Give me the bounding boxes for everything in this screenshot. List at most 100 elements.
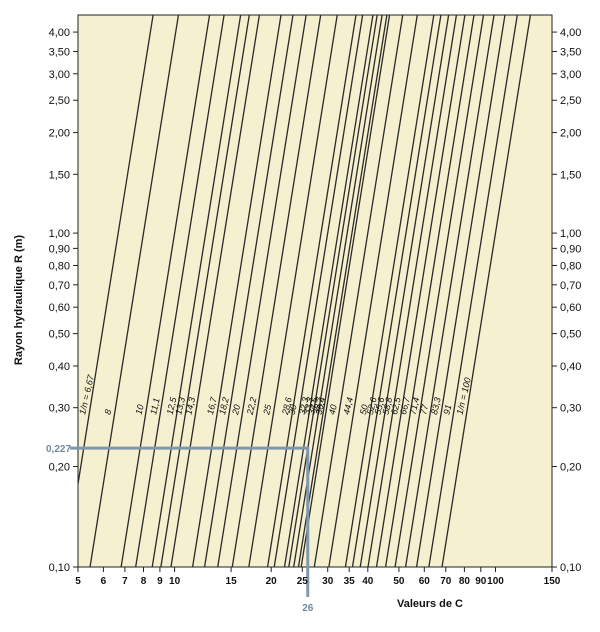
curve-label: 25 [261,403,273,417]
curve-line [77,14,154,484]
example-group: 0,227 26 [46,444,314,614]
curve-label: 71,4 [408,396,422,415]
curve-line [203,14,294,568]
curve-line [415,14,506,568]
curve-label: 20 [230,404,242,417]
curve-label: 55,6 [373,396,387,415]
curve-line [441,14,532,568]
curve-line [217,14,307,568]
y-tick-label-left: 2,50 [49,95,70,107]
curve-line [151,14,242,568]
curve-label: 14,3 [183,396,197,415]
curve-label: 34,5 [306,395,320,415]
curves-group [77,14,532,568]
y-tick-label-left: 0,60 [49,302,70,314]
example-c-label: 26 [302,603,314,614]
curve-label: 32,3 [297,396,311,415]
x-tick-label: 15 [226,576,238,587]
curve-line [367,14,458,568]
y-tick-label-left: 0,70 [49,280,70,292]
curve-line [300,14,391,568]
y-tick-label-right: 2,00 [560,128,581,140]
y-tick-label-left: 0,80 [49,260,70,272]
curve-line [313,14,404,568]
curve-line [273,14,364,568]
y-tick-label-left: 0,90 [49,243,70,255]
curve-line [89,14,180,568]
curve-label: 52,6 [365,396,379,415]
x-tick-label: 90 [475,576,487,587]
curve-line [120,14,211,568]
y-tick-label-left: 0,50 [49,329,70,341]
y-tick-label-left: 0,20 [49,461,70,473]
y-tick-label-right: 0,50 [560,329,581,341]
y-tick-label-right: 0,70 [560,280,581,292]
x-tick-label: 100 [487,576,504,587]
y-tick-label-right: 0,20 [560,461,581,473]
curve-label: 8 [103,408,114,415]
curve-line [231,14,322,568]
curve-label: 91 [441,404,453,416]
curve-line [297,14,388,568]
y-tick-label-right: 2,50 [560,95,581,107]
curve-line [384,14,475,568]
curve-line [394,14,485,568]
y-tick-label-left: 4,00 [49,27,70,39]
curve-label: 28,6 [280,396,294,416]
curve-label: 62,5 [389,395,403,415]
curve-line [283,14,374,568]
x-tick-label: 20 [266,576,278,587]
curve-label: 50 [358,404,370,416]
y-tick-label-right: 0,30 [560,403,581,415]
y-tick-label-left: 3,00 [49,69,70,81]
curve-label: 83,3 [429,396,443,415]
x-tick-label: 8 [141,576,147,587]
x-tick-label: 7 [122,576,128,587]
curve-line [248,14,338,568]
curve-label: 77 [418,403,430,416]
example-guide-line [70,446,310,597]
curve-line [170,14,261,568]
y-tick-label-right: 0,60 [560,302,581,314]
y-tick-label-left: 3,50 [49,46,70,58]
curve-line [344,14,435,568]
curve-label: 44,4 [341,396,355,415]
x-tick-label: 9 [157,576,163,587]
curve-line [351,14,442,568]
curve-line [428,14,518,568]
x-tick-label: 80 [459,576,471,587]
curve-line [359,14,450,568]
curve-label: 13,3 [173,396,187,415]
curve-label: 10 [134,404,146,416]
x-tick-label: 150 [544,576,561,587]
curve-label: 18,2 [217,396,231,415]
x-tick-label: 70 [440,576,452,587]
x-tick-label: 5 [75,576,81,587]
y-tick-label-left: 1,00 [49,228,70,240]
x-tick-label: 30 [322,576,334,587]
curve-line [160,14,250,568]
y-tick-label-right: 1,00 [560,228,581,240]
curve-label: 35,7 [311,395,325,415]
y-tick-label-right: 1,50 [560,169,581,181]
y-tick-label-right: 0,10 [560,562,581,574]
curve-line [375,14,466,568]
curve-label: 30 [287,404,299,416]
y-tick-label-right: 0,40 [560,361,581,373]
curve-label: 11,1 [148,397,162,416]
x-axis: 5 6 7 8 9 10 15 20 25 30 35 40 50 60 70 80 90 100 150 [75,567,561,587]
curve-label: 36,4 [314,396,328,415]
x-tick-label: 25 [297,576,309,587]
curve-line [266,14,357,568]
x-tick-label: 60 [419,576,431,587]
x-tick-label: 35 [344,576,356,587]
y-tick-label-left: 0,10 [49,562,70,574]
curve-label: 58,8 [381,396,395,415]
curve-label: 40 [327,404,339,416]
x-tick-label: 50 [393,576,405,587]
y-tick-label-left: 1,50 [49,169,70,181]
curve-label: 66,7 [398,395,412,415]
curve-line [191,14,282,568]
